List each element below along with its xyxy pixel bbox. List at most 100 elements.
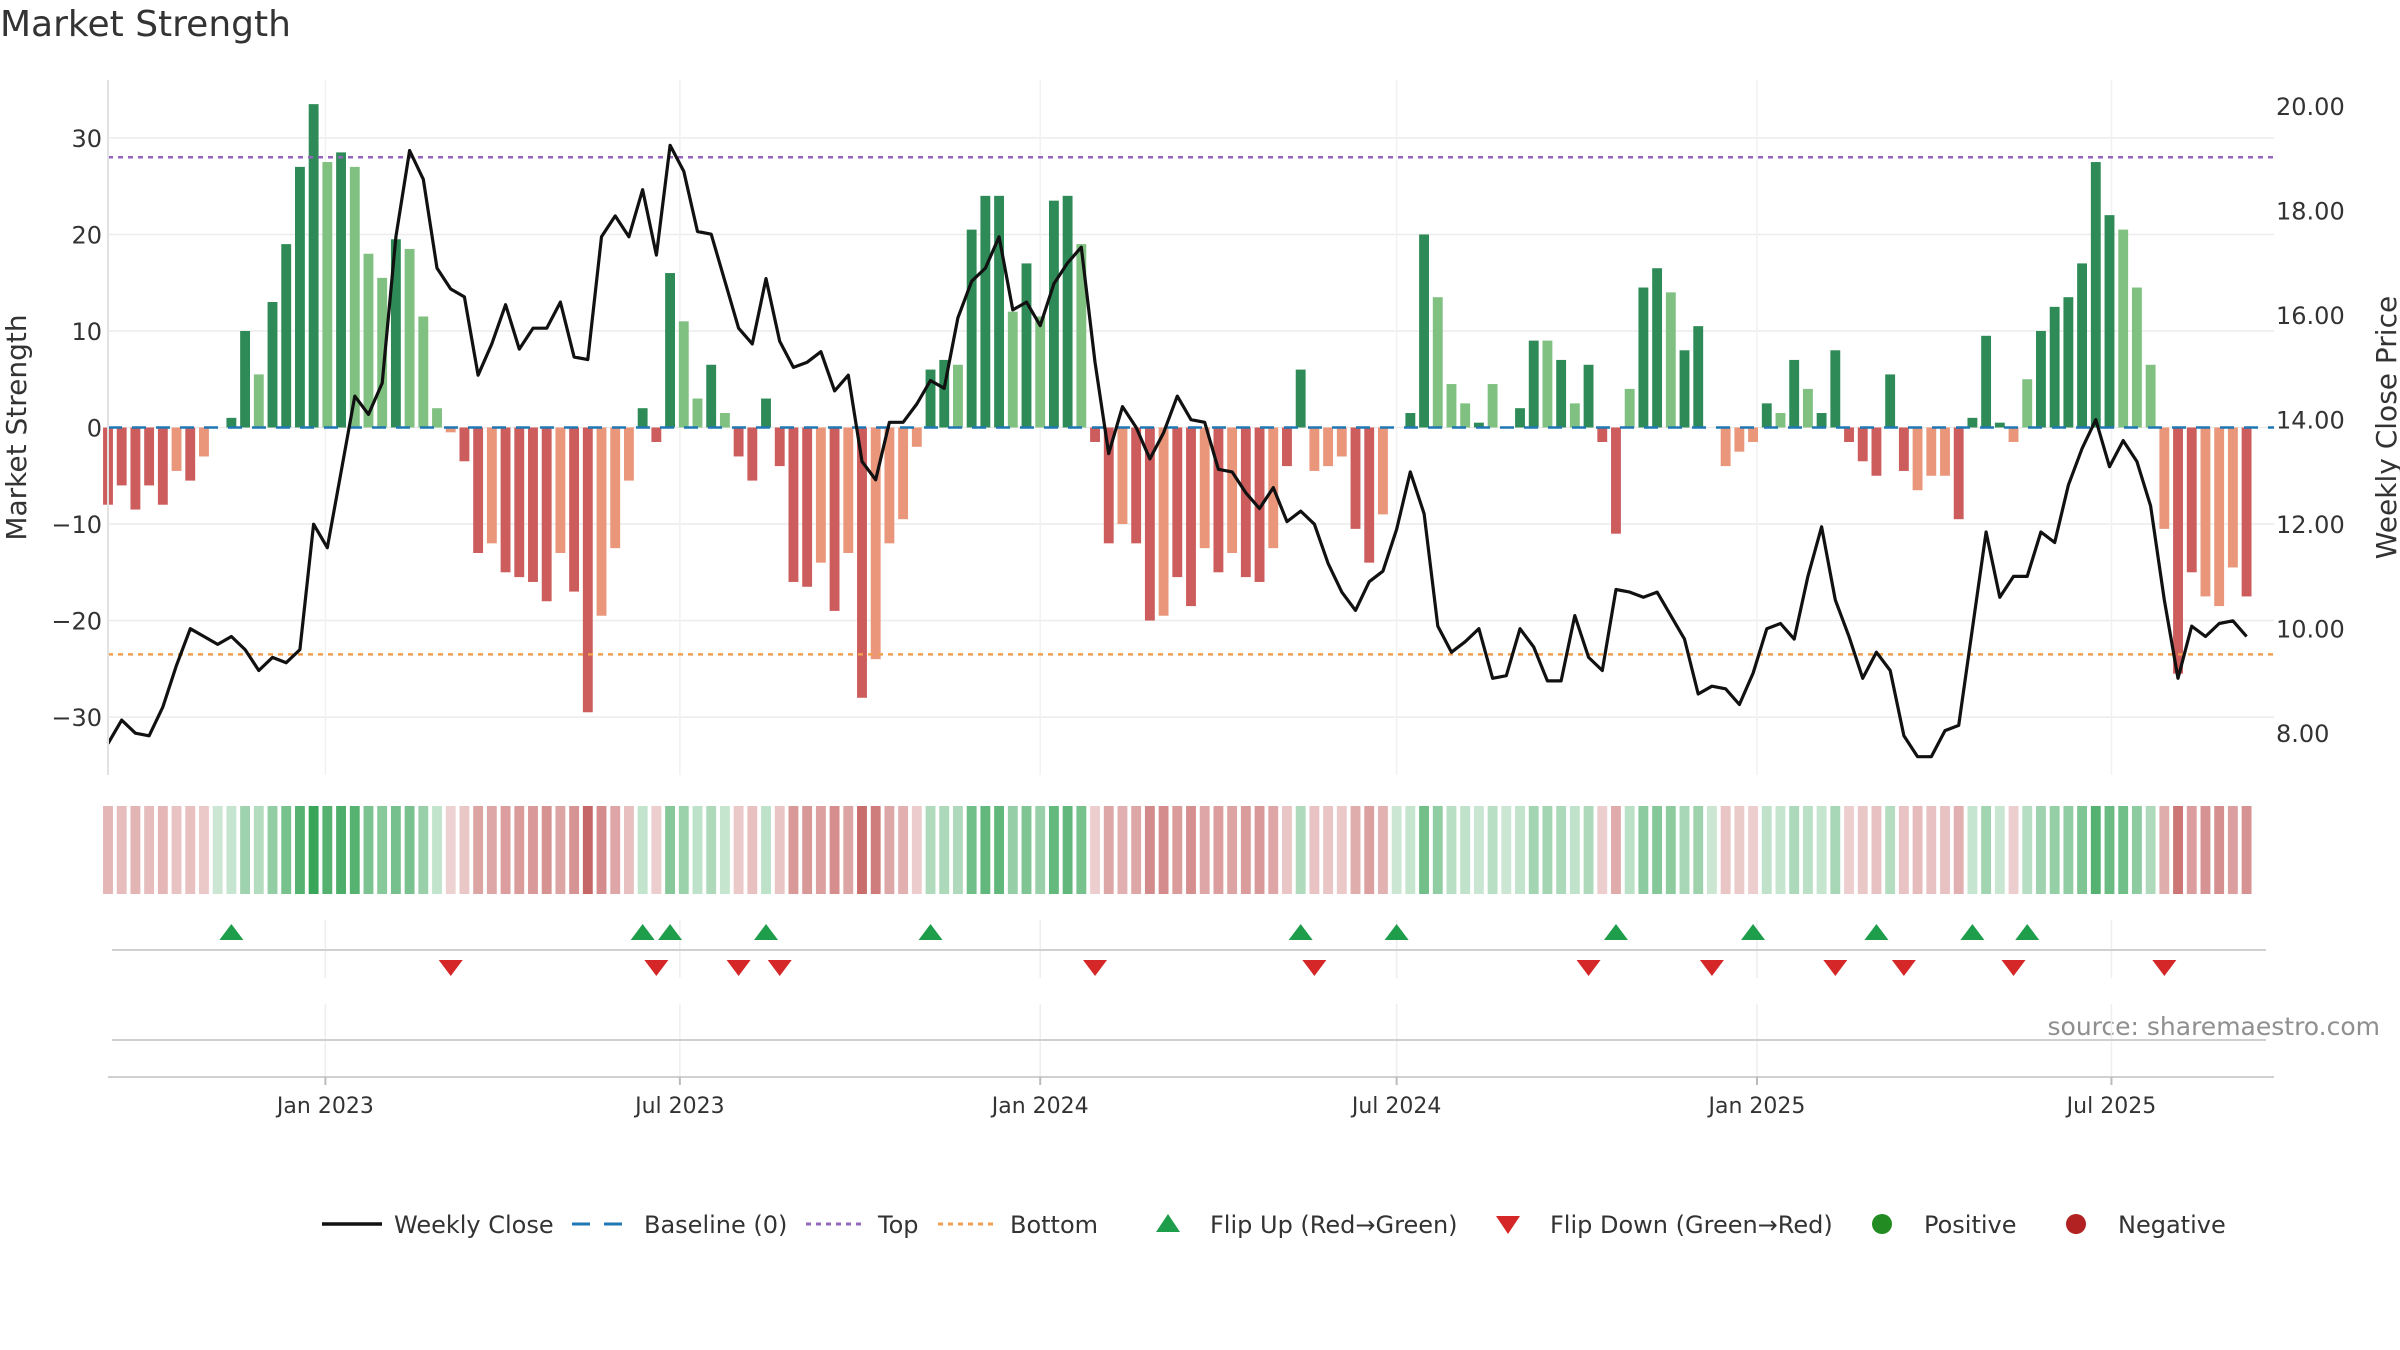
strength-bar [390,239,401,428]
strength-bar [1981,335,1992,428]
heat-cell [1542,806,1553,894]
heat-cell [2241,806,2252,894]
heat-cell [1624,806,1635,894]
y-tick-label: 0 [87,415,102,443]
heat-cell [2090,806,2101,894]
heat-cell [2173,806,2183,894]
strength-bar [253,374,264,428]
heat-cell [267,806,278,894]
strength-bar [692,398,703,428]
heat-cell [2145,806,2156,894]
legend-item: Flip Up (Red→Green) [1156,1211,1458,1239]
heat-cell [1048,806,1059,894]
heat-cell [692,806,703,894]
heat-cell [1994,806,2005,894]
strength-bar [2159,427,2170,529]
strength-bar [1227,427,1238,553]
strength-bar [761,398,771,428]
flip-up-marker [1288,924,1313,940]
strength-bar [555,427,566,553]
strength-bar [651,427,662,442]
heat-cell [1117,806,1128,894]
heat-cell [2036,806,2046,894]
legend-symbol-triangle-up [1156,1214,1180,1232]
strength-bar [1597,427,1608,442]
heat-cell [1213,806,1224,894]
flip-down-marker [1699,960,1724,976]
heat-cell [747,806,758,894]
legend-label: Top [877,1211,919,1239]
heat-cell [1748,806,1758,894]
legend-label: Positive [1924,1211,2017,1239]
strength-bar [1912,427,1923,491]
strength-bar [939,359,950,428]
strength-bar [582,427,593,713]
heat-cell [1035,806,1046,894]
heat-cell [1926,806,1937,894]
strength-bar [2090,162,2101,428]
flip-down-marker [2152,960,2177,976]
strength-bar [1048,200,1059,428]
heat-cell [390,806,401,894]
flip-up-marker [1960,924,1985,940]
heat-cell [1940,806,1950,894]
heat-cell [2008,806,2019,894]
legend-item: Bottom [938,1211,1098,1239]
legend-item: Flip Down (Green→Red) [1496,1211,1833,1239]
strength-bar [1021,263,1032,428]
heat-cell [1953,806,1964,894]
heat-cell [1323,806,1334,894]
legend-label: Flip Down (Green→Red) [1550,1211,1833,1239]
heat-cell [2159,806,2170,894]
heat-cell [651,806,662,894]
strength-bar [2200,427,2211,597]
strength-bar [541,427,552,602]
heat-cell [1652,806,1663,894]
flip-up-marker [918,924,943,940]
heat-cell [281,806,292,894]
y2-tick-label: 18.00 [2276,198,2345,226]
heat-cell [843,806,854,894]
strength-bar [1967,417,1978,428]
heat-cell [212,806,223,894]
heat-cell [953,806,963,894]
x-tick-label: Jan 2025 [1707,1094,1806,1119]
heat-cell [1391,806,1402,894]
flip-markers [112,924,2266,1041]
y2-tick-label: 8.00 [2276,720,2329,748]
heat-cell [1090,806,1100,894]
strength-bar [116,427,127,486]
strength-bar [157,427,168,505]
flip-down-marker [1823,960,1848,976]
flip-down-marker [1302,960,1327,976]
strength-bar [2173,427,2183,674]
heat-cell [294,806,305,894]
strength-bar [1734,427,1745,452]
heat-cell [994,806,1005,894]
strength-bar [610,427,621,549]
heat-cell [445,806,456,894]
y2-tick-label: 16.00 [2276,302,2345,330]
strength-bar [624,427,634,481]
heat-cell [308,806,319,894]
heat-cell [2214,806,2225,894]
strength-bar [308,104,319,428]
heat-cell [253,806,264,894]
heat-cell [432,806,442,894]
heat-cell [1720,806,1731,894]
heat-cell [226,806,237,894]
strength-bar [815,427,826,563]
strength-bar [911,427,922,447]
strength-bar [1240,427,1251,578]
flip-up-marker [1603,924,1628,940]
strength-bar [2077,263,2088,428]
y2-tick-label: 10.00 [2276,616,2345,644]
strength-bar [596,427,607,616]
flip-down-marker [438,960,463,976]
heat-cell [1816,806,1827,894]
strength-bar [2227,427,2238,568]
heat-cell [1103,806,1114,894]
strength-bar [445,427,456,433]
strength-bar [1062,195,1073,428]
heat-cell [788,806,799,894]
